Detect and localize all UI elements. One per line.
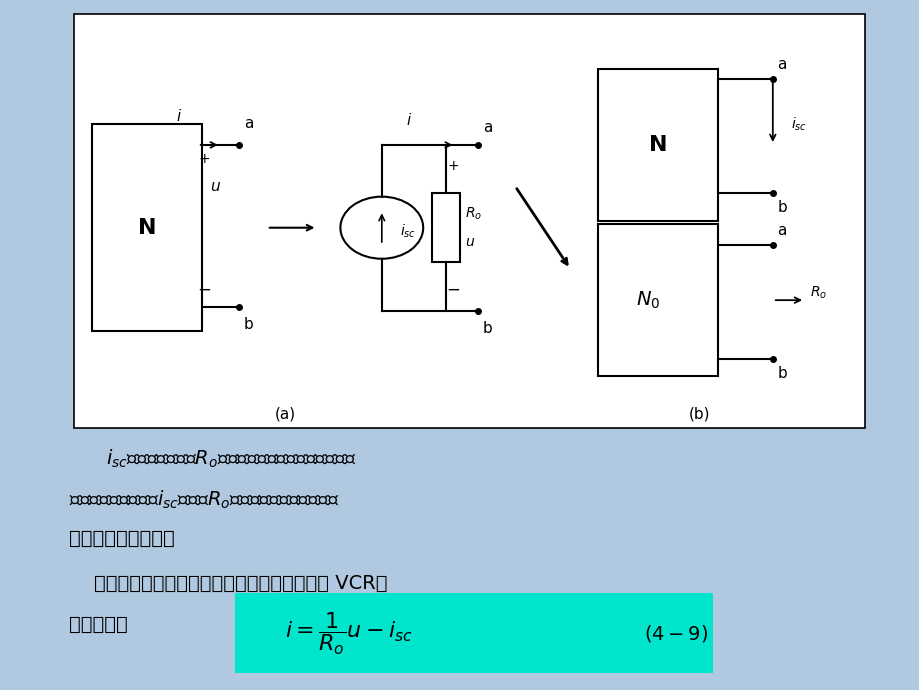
Text: a: a [482, 119, 492, 135]
Text: $u$: $u$ [464, 235, 474, 248]
Bar [597, 69, 717, 221]
Text: b: b [777, 366, 787, 381]
Text: b: b [482, 321, 493, 336]
Text: a: a [777, 223, 786, 238]
Text: (b): (b) [687, 406, 709, 422]
Bar [234, 593, 712, 673]
Text: N: N [138, 218, 156, 237]
Text: a: a [244, 116, 253, 131]
Text: −: − [446, 281, 460, 299]
Bar [74, 14, 864, 428]
Text: b: b [777, 200, 787, 215]
Text: $i$: $i$ [176, 108, 182, 124]
Text: (a): (a) [275, 406, 295, 422]
Text: $i_{sc}$: $i_{sc}$ [400, 222, 416, 240]
Text: 络的诺顿等效电路。: 络的诺顿等效电路。 [69, 529, 175, 548]
Text: $i = \dfrac{1}{R_o}u - i_{sc}$: $i = \dfrac{1}{R_o}u - i_{sc}$ [285, 610, 413, 657]
Text: $N_0$: $N_0$ [636, 290, 660, 310]
Bar [432, 193, 460, 262]
Text: 程可表示为: 程可表示为 [69, 615, 128, 634]
Text: 或输出电阻。电流源$i_{sc}$和电阻$R_o$的并联单口，称为单口网: 或输出电阻。电流源$i_{sc}$和电阻$R_o$的并联单口，称为单口网 [69, 489, 339, 511]
Text: $i$: $i$ [406, 112, 412, 128]
Text: −: − [197, 281, 211, 299]
Circle shape [340, 197, 423, 259]
Bar [92, 124, 202, 331]
Text: b: b [244, 317, 254, 333]
Text: $(4-9)$: $(4-9)$ [643, 623, 708, 644]
Text: $R_o$: $R_o$ [809, 285, 826, 302]
Text: $i_{sc}$称为短路电流。$R_o$称为诺顿电阻，也称为输入电阻: $i_{sc}$称为短路电流。$R_o$称为诺顿电阻，也称为输入电阻 [106, 448, 356, 470]
Text: +: + [448, 159, 459, 172]
Text: $i_{sc}$: $i_{sc}$ [790, 115, 807, 133]
Text: $R_o$: $R_o$ [464, 206, 482, 222]
Text: N: N [648, 135, 666, 155]
Text: $u$: $u$ [210, 179, 221, 194]
Text: a: a [777, 57, 786, 72]
Text: +: + [199, 152, 210, 166]
Bar [597, 224, 717, 376]
Text: 在端口电压电流采用关联参考方向时，单口的 VCR方: 在端口电压电流采用关联参考方向时，单口的 VCR方 [69, 573, 387, 593]
